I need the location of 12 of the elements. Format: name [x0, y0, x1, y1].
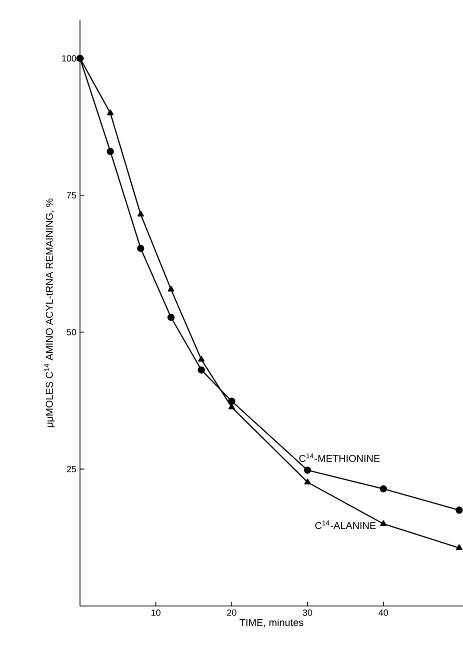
y-tick-label: 100: [62, 55, 76, 62]
x-tick-label: 30: [302, 610, 312, 616]
y-tick-label: 50: [66, 328, 76, 336]
series-label: C$^{14}$-ALANINE: [315, 520, 376, 530]
y-tick-label: 25: [66, 466, 76, 472]
x-tick-label: 20: [227, 610, 236, 616]
x-axis-title: TIME, minutes: [240, 618, 304, 628]
series-label: C$^{14}$-METHIONINE: [299, 453, 380, 462]
x-tick-label: 10: [152, 610, 160, 616]
x-tick-label: 40: [378, 610, 388, 616]
y-tick-label: 75: [66, 192, 76, 198]
y-axis-title: μμMOLES C$^{14}$ AMINO ACYL-tRNA REMAINING, %: [44, 198, 55, 428]
